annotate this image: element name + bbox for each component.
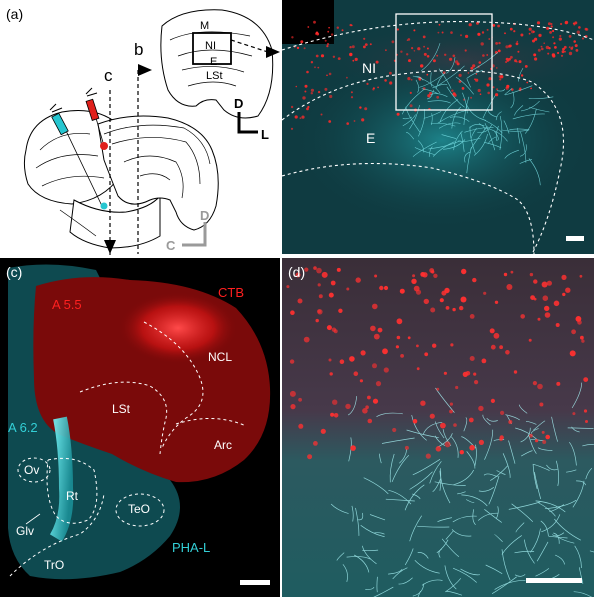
region-rt-label: Rt — [66, 489, 78, 503]
axis-l-label: L — [261, 127, 269, 142]
inset-lst-label: LSt — [206, 70, 223, 82]
brain-schematic-drawing — [23, 9, 280, 256]
panel-b-micrograph: (b) NI E — [282, 0, 594, 254]
region-lst-label: LSt — [112, 402, 131, 416]
inset-zoom-box — [192, 32, 232, 65]
region-e-label: E — [366, 130, 376, 146]
a62-label: A 6.2 — [8, 420, 38, 435]
pha-label: PHA-L — [172, 540, 211, 555]
region-ov-label: Ov — [24, 463, 40, 477]
panel-a-schematic: (a) c b M NI E LSt D L D C — [0, 0, 280, 256]
orientation-axes-dl — [237, 112, 258, 134]
scale-bar-d — [526, 578, 582, 583]
cyan-syringe-icon — [49, 103, 69, 136]
slice-b-label: b — [134, 40, 144, 59]
ctb-label: CTB — [218, 285, 244, 300]
panel-c-micrograph: (c) CTB A 5.5 A 6.2 PHA-L NCL LSt Arc Ov… — [0, 258, 280, 597]
panel-b-image — [282, 0, 594, 254]
axis-d-label: D — [234, 96, 244, 111]
panel-c-image — [8, 264, 271, 585]
region-ncl-label: NCL — [208, 350, 233, 364]
panel-b-label: (b) — [288, 6, 306, 22]
inset-e-label: E — [210, 56, 218, 68]
cyan-injection-site — [100, 202, 108, 210]
panel-c-label: (c) — [6, 264, 23, 280]
panel-d-micrograph: (d) — [282, 258, 594, 597]
region-glv-label: Glv — [16, 524, 34, 538]
panel-d-image — [282, 258, 594, 597]
region-tro-label: TrO — [44, 558, 65, 572]
slice-c-label: c — [104, 66, 113, 85]
pha-labeled-fibers-zoom — [330, 382, 594, 597]
ctb-injection-site — [118, 292, 238, 364]
ctb-labeled-neurons — [290, 20, 589, 130]
zoom-box-d — [395, 13, 493, 111]
red-injection-site — [100, 142, 108, 150]
axis-grey-c-label: C — [166, 238, 176, 253]
region-teo-label: TeO — [128, 502, 151, 516]
region-nl-label: NI — [362, 60, 376, 76]
inset-nl-label: NI — [205, 40, 216, 52]
red-syringe-icon — [85, 87, 100, 121]
ctb-labeled-neurons-zoom — [286, 266, 589, 460]
panel-a-label: (a) — [6, 6, 24, 22]
a55-label: A 5.5 — [52, 297, 82, 312]
inset-m-label: M — [200, 20, 210, 32]
scale-bar-c — [240, 580, 270, 585]
panel-d-label: (d) — [288, 264, 306, 280]
orientation-axes-dc — [182, 222, 207, 247]
region-arc-label: Arc — [214, 438, 232, 452]
pha-injection-tract — [49, 416, 74, 542]
axis-grey-d-label: D — [200, 208, 210, 223]
scale-bar-b — [566, 236, 584, 241]
